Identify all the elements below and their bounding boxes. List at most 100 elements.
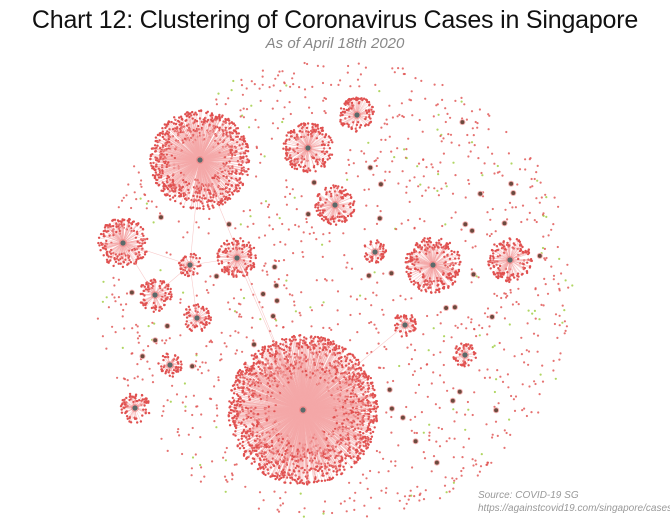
- cluster-edge: [199, 149, 231, 161]
- case-node: [277, 259, 281, 263]
- case-node: [527, 363, 530, 366]
- case-node: [413, 431, 416, 434]
- cluster-case-node: [247, 160, 250, 164]
- case-node: [410, 90, 413, 93]
- case-node: [409, 418, 412, 421]
- cluster-case-node: [326, 478, 329, 482]
- cluster-case-node: [222, 174, 225, 178]
- case-node: [299, 492, 302, 495]
- case-node: [370, 304, 373, 307]
- cluster-edge: [150, 158, 201, 161]
- cluster-case-node: [154, 171, 157, 174]
- case-node: [394, 460, 397, 463]
- case-node: [385, 118, 388, 121]
- case-node: [322, 233, 325, 236]
- case-node: [229, 334, 232, 337]
- cluster-case-node: [178, 123, 181, 126]
- case-node: [470, 268, 473, 271]
- cluster-edge: [199, 159, 229, 185]
- cluster-case-node: [251, 394, 255, 397]
- cluster-case-node: [182, 194, 185, 198]
- case-node: [215, 426, 218, 429]
- cluster-case-node: [221, 188, 224, 191]
- case-node: [382, 457, 385, 460]
- case-node: [306, 62, 309, 66]
- case-node: [228, 308, 231, 311]
- case-node: [491, 152, 494, 155]
- cluster-edge: [157, 145, 201, 161]
- case-node: [242, 116, 245, 119]
- case-node: [467, 437, 471, 440]
- case-node: [487, 113, 490, 116]
- cluster-case-node: [373, 426, 376, 429]
- case-node: [276, 213, 279, 216]
- cluster-case-node: [151, 166, 154, 170]
- case-node: [422, 431, 425, 434]
- case-node: [146, 360, 149, 363]
- case-node: [489, 218, 492, 221]
- case-node: [336, 309, 339, 312]
- case-node: [177, 428, 180, 431]
- cluster-edge: [199, 154, 233, 161]
- case-node: [113, 296, 116, 299]
- case-node: [117, 278, 120, 281]
- case-node: [258, 491, 262, 494]
- case-node: [539, 373, 542, 376]
- case-node: [223, 342, 226, 345]
- cluster-case-node: [341, 458, 344, 461]
- case-node: [436, 313, 439, 317]
- case-node: [183, 382, 186, 385]
- case-node: [378, 451, 381, 454]
- case-node: [216, 414, 219, 417]
- case-node: [472, 134, 475, 137]
- case-node: [331, 279, 334, 282]
- cluster-edge: [199, 159, 230, 174]
- cluster-case-node: [354, 411, 358, 414]
- case-node: [161, 414, 164, 417]
- case-node: [292, 83, 295, 86]
- cluster-case-node: [356, 358, 360, 362]
- case-node: [464, 428, 467, 431]
- case-node: [137, 341, 140, 344]
- case-node: [352, 162, 355, 165]
- case-node: [421, 194, 424, 197]
- case-node: [454, 211, 457, 214]
- cluster-case-node: [229, 405, 232, 408]
- cluster-edge: [199, 159, 233, 172]
- case-node: [452, 161, 455, 164]
- cluster-case-node: [340, 472, 343, 476]
- case-node: [453, 420, 456, 423]
- cluster-case-node: [149, 162, 152, 165]
- case-node: [486, 333, 489, 336]
- case-node: [241, 93, 244, 96]
- cluster-case-node: [154, 139, 157, 143]
- case-node: [437, 194, 440, 197]
- case-node: [448, 437, 451, 440]
- cluster-edge: [165, 159, 201, 196]
- case-node: [300, 195, 303, 198]
- case-node: [184, 405, 187, 408]
- case-node: [411, 114, 414, 117]
- cluster-case-node: [268, 345, 271, 348]
- case-node: [552, 369, 555, 372]
- case-node: [436, 128, 439, 131]
- case-node: [384, 138, 387, 141]
- cluster-case-node: [193, 120, 196, 124]
- case-node: [325, 279, 328, 282]
- case-node: [481, 174, 484, 177]
- case-node: [276, 99, 279, 102]
- cluster-case-node: [235, 132, 238, 135]
- case-node: [534, 288, 537, 291]
- case-node: [423, 220, 426, 223]
- cluster-case-node: [326, 472, 329, 475]
- case-node: [376, 204, 379, 208]
- case-node: [479, 465, 483, 468]
- cluster-case-node: [158, 147, 162, 150]
- cluster-case-node: [234, 171, 237, 175]
- case-node: [337, 83, 340, 86]
- case-node: [495, 311, 498, 314]
- case-node: [225, 446, 228, 450]
- cluster-edge: [155, 151, 201, 161]
- cluster-case-node: [353, 356, 356, 359]
- case-node: [462, 467, 465, 470]
